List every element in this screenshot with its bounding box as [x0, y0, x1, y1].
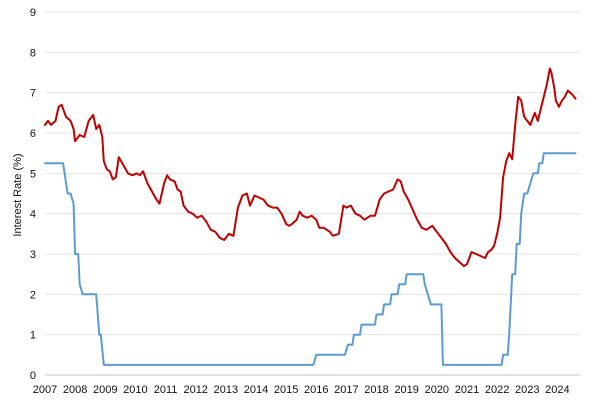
- y-tick-label: 0: [30, 370, 36, 382]
- x-tick-label: 2016: [304, 384, 328, 396]
- x-tick-label: 2009: [93, 384, 117, 396]
- y-tick-label: 5: [30, 168, 36, 180]
- series-1-line: [44, 67, 577, 268]
- y-axis-ticks: 0 1 2 3 4 5 6 7 8 9: [30, 7, 36, 382]
- series-2-line: [44, 152, 577, 366]
- x-tick-label: 2011: [154, 384, 178, 396]
- y-tick-label: 1: [30, 330, 36, 342]
- x-tick-label: 2017: [334, 384, 358, 396]
- x-tick-label: 2019: [394, 384, 418, 396]
- y-tick-label: 9: [30, 7, 36, 19]
- x-tick-label: 2010: [123, 384, 147, 396]
- x-axis-ticks: 2007 2008 2009 2010 2011 2012 2013 2014 2015 2016…: [33, 384, 570, 396]
- x-tick-label: 2022: [485, 384, 509, 396]
- x-tick-label: 2023: [515, 384, 539, 396]
- x-tick-label: 2020: [425, 384, 449, 396]
- x-tick-label: 2024: [545, 384, 569, 396]
- gridlines: [45, 11, 580, 376]
- x-tick-label: 2014: [244, 384, 268, 396]
- series-lines: [44, 67, 577, 366]
- y-tick-label: 6: [30, 128, 36, 140]
- x-tick-label: 2021: [455, 384, 479, 396]
- y-tick-label: 2: [30, 289, 36, 301]
- y-tick-label: 7: [30, 88, 36, 100]
- x-tick-label: 2008: [63, 384, 87, 396]
- x-tick-label: 2007: [33, 384, 57, 396]
- y-tick-label: 4: [30, 209, 36, 221]
- y-tick-label: 3: [30, 249, 36, 261]
- x-tick-label: 2013: [214, 384, 238, 396]
- x-tick-label: 2018: [364, 384, 388, 396]
- x-tick-label: 2012: [183, 384, 207, 396]
- y-tick-label: 8: [30, 47, 36, 59]
- x-tick-label: 2015: [274, 384, 298, 396]
- y-axis-title: Interest Rate (%): [12, 153, 24, 236]
